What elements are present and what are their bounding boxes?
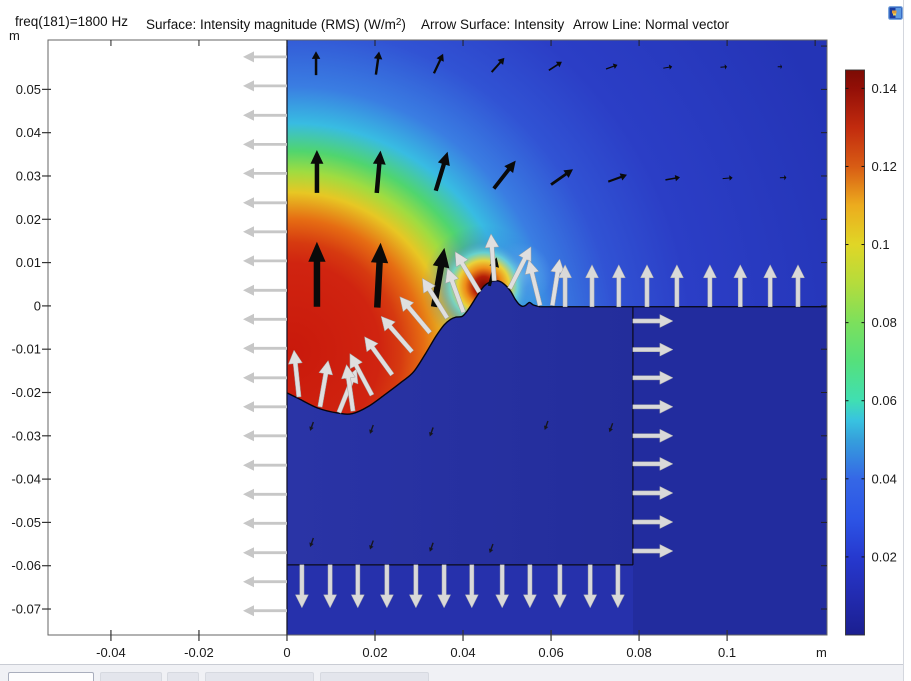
colorbar-tick-label: 0.14 [872, 81, 897, 96]
solid-domain [286, 280, 827, 635]
right-edge-normal-arrows [632, 314, 674, 558]
x-axis-unit: m [816, 645, 827, 660]
x-tick-label: -0.02 [184, 645, 214, 660]
y-tick-label: 0.05 [16, 82, 41, 97]
taskbar-button[interactable] [205, 672, 314, 681]
y-tick-label: 0.01 [16, 255, 41, 270]
top-edge-normal-arrows [558, 264, 805, 308]
y-tick-label: 0.04 [16, 125, 41, 140]
surface-normal-arrows [288, 233, 565, 414]
y-tick-label: 0.02 [16, 212, 41, 227]
y-tick-label: -0.02 [11, 385, 41, 400]
bottom-toolbar [0, 664, 911, 681]
window-right-edge [903, 0, 911, 681]
colorbar-tick-label: 0.06 [872, 393, 897, 408]
plot-window-icon[interactable] [888, 6, 903, 20]
boundary-curve [286, 280, 541, 415]
colorbar-tick-label: 0.12 [872, 159, 897, 174]
y-tick-label: -0.05 [11, 515, 41, 530]
y-tick-label: 0.03 [16, 168, 41, 183]
colorbar-tick-label: 0.1 [872, 237, 890, 252]
bottom-edge-normal-arrows [294, 564, 625, 609]
x-tick-label: 0.06 [538, 645, 563, 660]
taskbar-button[interactable] [8, 672, 94, 681]
taskbar-button[interactable] [167, 672, 199, 681]
plot-title-arrow-line: Arrow Line: Normal vector [573, 17, 730, 32]
y-tick-label: -0.04 [11, 472, 41, 487]
y-axis-unit: m [9, 28, 20, 43]
y-tick-label: -0.07 [11, 602, 41, 617]
x-tick-label: 0.1 [718, 645, 736, 660]
plot-title-surface: Surface: Intensity magnitude (RMS) (W/m2… [146, 17, 406, 32]
x-tick-label: 0.04 [450, 645, 475, 660]
colorbar: 0.14 0.12 0.1 0.08 0.06 0.04 0.02 [845, 69, 897, 636]
taskbar-button[interactable] [100, 672, 162, 681]
y-tick-label: -0.06 [11, 558, 41, 573]
colorbar-tick-label: 0.02 [872, 549, 897, 564]
colorbar-tick-label: 0.08 [872, 315, 897, 330]
x-tick-label: 0.02 [362, 645, 387, 660]
colorbar-tick-label: 0.04 [872, 471, 897, 486]
left-normal-arrows [243, 51, 287, 617]
plot-title-frequency: freq(181)=1800 Hz [15, 14, 128, 29]
lower-fluid-region [286, 564, 633, 635]
x-tick-label: 0 [283, 645, 290, 660]
plot-title-arrow-surface: Arrow Surface: Intensity [421, 17, 565, 32]
y-tick-label: 0 [34, 298, 41, 313]
axes: 0.05 0.04 0.03 0.02 0.01 0 -0.01 -0.02 -0.03 -0.0… [11, 39, 828, 660]
taskbar-button[interactable] [320, 672, 429, 681]
y-tick-label: -0.01 [11, 342, 41, 357]
right-fluid-region [632, 306, 827, 635]
intensity-arrows [308, 51, 787, 553]
x-tick-label: -0.04 [96, 645, 126, 660]
y-tick-label: -0.03 [11, 428, 41, 443]
x-tick-label: 0.08 [626, 645, 651, 660]
